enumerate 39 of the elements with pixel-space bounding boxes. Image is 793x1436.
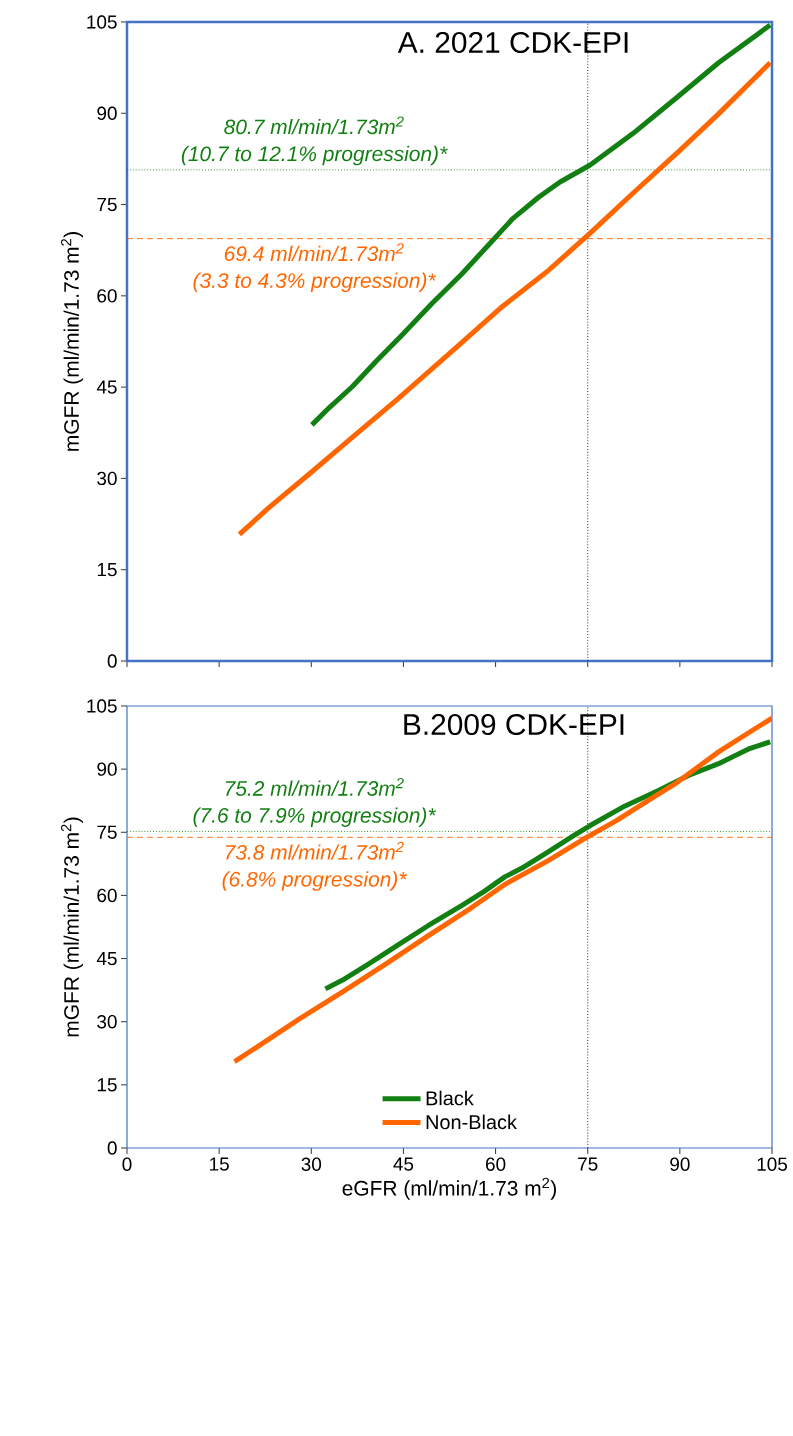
annotation: (3.3 to 4.3% progression)* [193,272,437,293]
x-tick-label: 60 [486,1157,506,1171]
ref-line-label: 69.4 ml/min/1.73m$^{2}$ [224,243,404,262]
legend-label: Non-Black [426,1114,517,1130]
y-tick-label: 105 [87,15,117,29]
y-tick-label: 90 [97,106,117,120]
y-axis-title: mGFR (ml/min/1.73 m$^{2}$) [61,232,84,451]
y-tick-label: 75 [97,197,117,212]
x-axis-title: eGFR (ml/min/1.73 m$^{2}$) [342,1177,556,1200]
chart-title: B.2009 CDK-EPI [404,713,624,736]
ref-line-label: 73.8 ml/min/1.73m$^{2}$ [225,841,404,860]
x-tick-label: 90 [670,1157,690,1171]
y-tick-label: 60 [97,888,117,903]
x-tick-label: 30 [301,1157,322,1171]
y-tick-label: 0 [107,1141,117,1155]
y-tick-label: 105 [87,699,117,713]
ref-line-label: 80.7 ml/min/1.73m$^{2}$ [224,116,404,135]
y-tick-label: 45 [96,951,117,966]
y-tick-label: 30 [97,471,117,486]
annotation: (6.8% progression)* [222,871,408,891]
x-tick-label: 105 [757,1157,787,1171]
ref-line-label: 75.2 ml/min/1.73m$^{2}$ [225,777,404,796]
y-tick-label: 15 [97,563,117,577]
y-tick-label: 60 [97,289,117,303]
y-tick-label: 45 [96,380,117,394]
annotation: (10.7 to 12.1% progression)* [181,145,448,166]
y-tick-label: 30 [97,1015,117,1029]
x-tick-label: 15 [210,1157,229,1171]
chart-title: A. 2021 CDK-EPI [397,31,628,54]
y-tick-label: 0 [107,654,117,668]
x-tick-label: 45 [393,1157,414,1171]
y-tick-label: 90 [97,762,117,776]
y-axis-title: mGFR (ml/min/1.73 m$^{2}$) [61,817,84,1037]
y-tick-label: 15 [97,1078,117,1092]
y-tick-label: 75 [97,825,117,839]
x-tick-label: 0 [122,1157,132,1171]
annotation: (7.6 to 7.9% progression)* [193,807,437,827]
legend-label: Black [426,1090,474,1106]
x-tick-label: 75 [578,1157,598,1171]
